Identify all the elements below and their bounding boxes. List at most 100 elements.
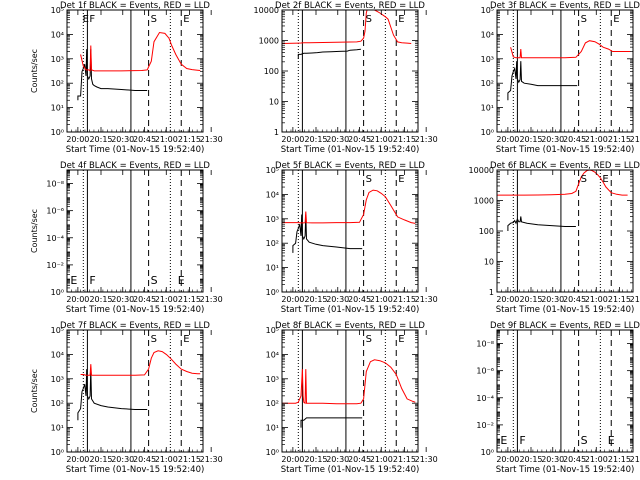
x-tick-label: 21:00: [370, 455, 393, 464]
x-tick-label: 20:30: [541, 295, 564, 304]
marker-label: E: [500, 434, 507, 447]
x-tick-label: 20:45: [133, 295, 156, 304]
plot-frame: [281, 329, 419, 453]
y-tick-label: 10²: [51, 399, 64, 408]
x-tick-label: 20:15: [89, 295, 112, 304]
chart-title: Det 4f BLACK = Events, RED = LLD: [60, 161, 210, 171]
y-tick-label: 10⁴: [266, 190, 279, 199]
x-tick-label: 20:15: [304, 135, 327, 144]
x-tick-label: 20:30: [326, 135, 349, 144]
x-tick-label: 20:45: [133, 455, 156, 464]
y-tick-label: 10⁻⁶: [46, 207, 64, 216]
x-tick-label: 21:30: [200, 295, 223, 304]
y-tick-label: 10000: [254, 6, 279, 15]
chart-title: Det 2f BLACK = Events, RED = LLD: [275, 1, 425, 11]
marker-label: F: [519, 434, 525, 447]
chart-title: Det 8f BLACK = Events, RED = LLD: [275, 321, 425, 331]
y-tick-label: 10⁻⁶: [476, 367, 494, 376]
x-tick-label: 21:30: [415, 295, 438, 304]
x-axis-label: Start Time (01-Nov-15 19:52:40): [281, 305, 420, 315]
y-tick-label: 10¹: [51, 424, 64, 433]
marker-label: S: [366, 14, 372, 25]
x-tick-label: 20:45: [563, 295, 586, 304]
y-tick-label: 10⁰: [51, 128, 64, 137]
chart-panel-7: Det 7f BLACK = Events, RED = LLD S E 10⁰ 10¹…: [30, 321, 223, 475]
series-events-line: [77, 369, 148, 421]
x-tick-label: 20:00: [66, 455, 89, 464]
marker-label: S: [151, 334, 157, 345]
y-tick-label: 10⁵: [51, 326, 64, 335]
y-tick-label: 1000: [259, 37, 279, 46]
y-tick-label: 10⁻⁸: [476, 340, 494, 349]
chart-panel-5: Det 5f BLACK = Events, RED = LLD S E 10⁰ 10¹…: [266, 161, 438, 315]
y-tick-label: 10⁻⁸: [46, 180, 64, 189]
x-tick-label: 20:15: [89, 135, 112, 144]
marker-label: S: [151, 274, 158, 287]
x-tick-label: 20:30: [541, 455, 564, 464]
y-tick-label: 10³: [51, 55, 64, 64]
marker-label: E: [398, 14, 404, 25]
y-tick-label: 10⁰: [481, 128, 494, 137]
marker-label: E: [70, 274, 77, 287]
y-tick-label: 10: [269, 98, 279, 107]
x-tick-label: 21:00: [585, 295, 608, 304]
y-tick-label: 10⁵: [266, 326, 279, 335]
chart-title: Det 7f BLACK = Events, RED = LLD: [60, 321, 210, 331]
x-tick-label: 20:15: [519, 135, 542, 144]
plot-area: [282, 10, 412, 132]
x-tick-label: 21:00: [370, 295, 393, 304]
x-tick-label: 21:00: [155, 295, 178, 304]
x-tick-label: 20:00: [496, 135, 519, 144]
marker-label: E: [183, 14, 189, 25]
marker-label: S: [366, 174, 372, 185]
plot-area: [82, 170, 182, 292]
x-tick-label: 20:30: [111, 135, 134, 144]
x-tick-label: 20:15: [304, 295, 327, 304]
y-tick-label: 10⁻²: [476, 421, 494, 430]
series-lld-line: [282, 359, 416, 405]
series-lld-line: [497, 170, 628, 196]
x-tick-label: 20:00: [281, 135, 304, 144]
y-tick-label: 10²: [51, 79, 64, 88]
x-tick-label: 20:15: [519, 455, 542, 464]
x-tick-label: 21:00: [155, 135, 178, 144]
x-tick-label: 21:15: [608, 295, 631, 304]
plot-area: [497, 170, 628, 292]
x-tick-label: 21:15: [393, 135, 416, 144]
x-tick-label: 21:30: [200, 135, 223, 144]
x-tick-label: 20:00: [281, 295, 304, 304]
series-events-line: [507, 61, 578, 101]
y-tick-label: 1: [489, 288, 494, 297]
chart-title: Det 1f BLACK = Events, RED = LLD: [60, 1, 210, 11]
series-lld-line: [510, 40, 631, 59]
marker-label: F: [89, 274, 95, 287]
x-tick-label: 20:30: [326, 295, 349, 304]
marker-label: S: [581, 434, 588, 447]
x-tick-label: 21:30: [630, 135, 640, 144]
marker-label: E: [613, 14, 619, 25]
x-tick-label: 21:30: [200, 455, 223, 464]
y-tick-label: 10³: [266, 375, 279, 384]
plot-area: [282, 170, 416, 292]
y-axis-label: Counts/sec: [30, 369, 39, 413]
x-tick-label: 20:45: [563, 455, 586, 464]
x-tick-label: 21:30: [415, 135, 438, 144]
x-tick-label: 21:00: [585, 455, 608, 464]
y-tick-label: 100: [264, 67, 279, 76]
x-tick-label: 21:15: [178, 455, 201, 464]
series-lld-line: [282, 10, 412, 44]
y-tick-label: 10²: [266, 239, 279, 248]
x-tick-label: 21:15: [178, 295, 201, 304]
x-tick-label: 20:00: [496, 295, 519, 304]
series-events-line: [77, 49, 148, 101]
y-tick-label: 10⁵: [266, 166, 279, 175]
y-tick-label: 10⁻²: [46, 261, 64, 270]
series-events-line: [292, 214, 363, 253]
series-lld-line: [80, 350, 201, 376]
plot-area: [282, 330, 416, 452]
x-tick-label: 21:30: [630, 295, 640, 304]
y-tick-label: 10²: [266, 399, 279, 408]
